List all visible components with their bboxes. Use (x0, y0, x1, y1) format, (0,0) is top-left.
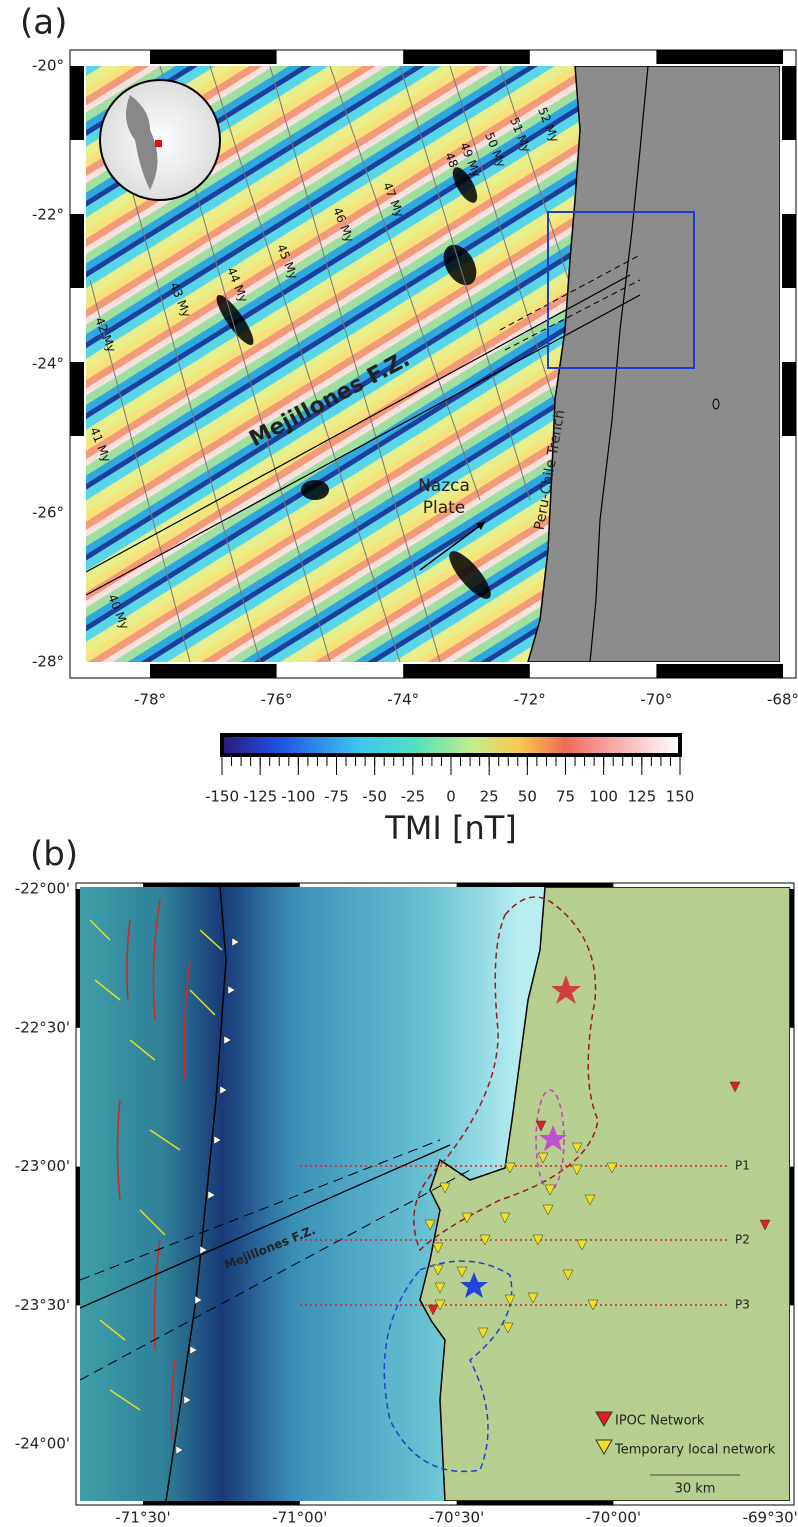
lon-tick-label: -78° (134, 691, 166, 709)
panel-label: (b) (30, 835, 78, 875)
lon-tick-label: -68° (767, 691, 798, 709)
colorbar-tick-label: 75 (556, 788, 575, 806)
lat-tick-label: -20° (32, 57, 64, 75)
legend-entry: Temporary local network (614, 1443, 776, 1458)
colorbar-tick-label: -25 (401, 788, 426, 806)
lat-tick-label: -23°00' (15, 1157, 70, 1175)
legend-entry: IPOC Network (615, 1414, 705, 1429)
colorbar-tick-label: -125 (243, 788, 277, 806)
lat-tick-label: -23°30' (15, 1296, 70, 1314)
lon-tick-label: -71°30' (115, 1509, 170, 1527)
profile-label: P3 (735, 1298, 750, 1312)
colorbar-label: TMI [nT] (384, 809, 517, 847)
frame-segment (656, 50, 783, 64)
frame-segment (150, 50, 277, 64)
map-a (86, 66, 780, 662)
colorbar-tick-label: 50 (518, 788, 537, 806)
frame-segment (403, 664, 530, 678)
lat-tick-label: -22° (32, 206, 64, 224)
map-b (80, 887, 790, 1501)
colorbar-tick-label: 100 (589, 788, 618, 806)
colorbar-tick-label: -75 (324, 788, 349, 806)
lat-tick-label: -22°30' (15, 1018, 70, 1036)
lon-tick-label: -71°00' (272, 1509, 327, 1527)
lon-tick-label: -70°30' (429, 1509, 484, 1527)
profile-label: P2 (735, 1233, 750, 1247)
frame-segment (782, 214, 796, 288)
lon-tick-label: -72° (514, 691, 546, 709)
frame-segment (790, 889, 794, 1028)
frame-segment (457, 883, 614, 887)
colorbar-tick-label: 150 (666, 788, 695, 806)
frame-segment (143, 1501, 300, 1505)
frame-segment (790, 1167, 794, 1306)
frame-segment (143, 883, 300, 887)
lon-tick-label: -74° (387, 691, 419, 709)
profile-label: P1 (735, 1159, 750, 1173)
lon-tick-label: -70°00' (586, 1509, 641, 1527)
frame-segment (782, 66, 796, 140)
lat-tick-label: -22°00' (15, 880, 70, 898)
frame-segment (76, 1167, 80, 1306)
lon-tick-label: -69°30' (743, 1509, 798, 1527)
frame-segment (150, 664, 277, 678)
lat-tick-label: -26° (32, 504, 64, 522)
panel-label: (a) (20, 3, 67, 43)
colorbar-tick-label: 25 (480, 788, 499, 806)
colorbar-tick-label: -50 (362, 788, 387, 806)
lat-tick-label: -24°00' (15, 1435, 70, 1453)
frame-segment (70, 66, 84, 140)
colorbar-tick-label: -150 (205, 788, 239, 806)
frame-segment (70, 362, 84, 436)
frame-segment (782, 362, 796, 436)
colorbar (222, 735, 680, 755)
frame-segment (656, 664, 783, 678)
frame-segment (76, 889, 80, 1028)
figure: -20° -22° -24° -26° -28° -78° -76° -74° -72° -70°… (0, 0, 798, 1527)
frame-segment (70, 214, 84, 288)
lat-tick-label: -24° (32, 355, 64, 373)
frame-segment (403, 50, 530, 64)
plate-label: Nazca (418, 476, 470, 496)
colorbar-tick-label: 125 (628, 788, 657, 806)
lon-tick-label: -76° (261, 691, 293, 709)
colorbar-tick-label: 0 (446, 788, 456, 806)
scale-bar-label: 30 km (675, 1482, 716, 1497)
frame-segment (457, 1501, 614, 1505)
lat-tick-label: -28° (32, 653, 64, 671)
lon-tick-label: -70° (640, 691, 672, 709)
plate-label: Plate (423, 498, 466, 518)
colorbar-tick-label: -100 (281, 788, 315, 806)
